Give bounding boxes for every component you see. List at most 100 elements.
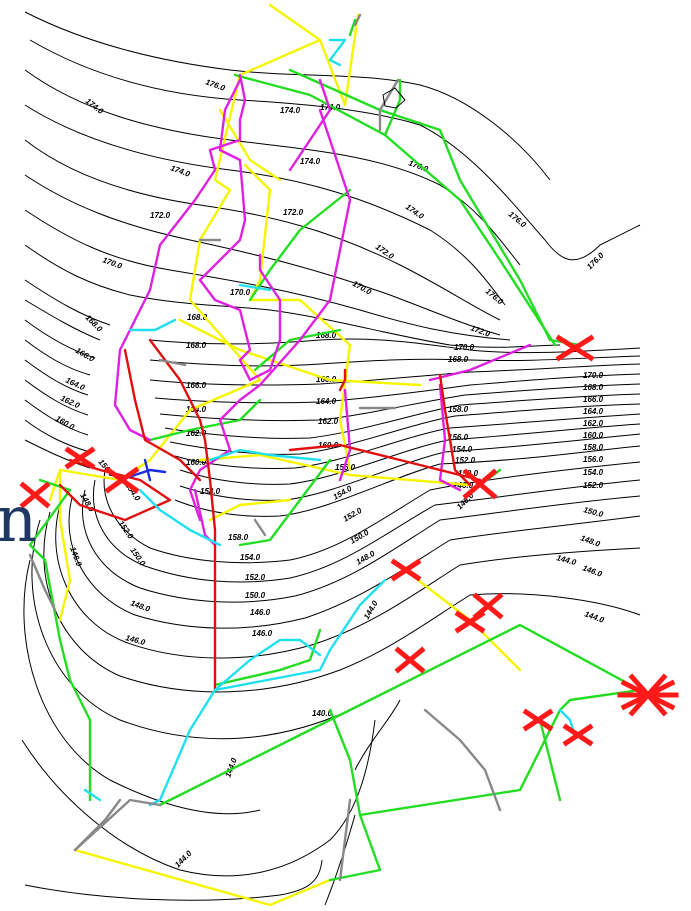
contour-label: 164.0 (583, 407, 604, 416)
contour-line (93, 479, 641, 583)
marker-x (64, 446, 96, 470)
contour-line (324, 814, 356, 906)
route-blue (143, 458, 152, 482)
contour-line (24, 299, 101, 341)
route-gray (28, 553, 57, 612)
contour-label: 158.0 (583, 443, 604, 452)
contour-line (354, 699, 401, 771)
contour-line (43, 511, 641, 693)
contour-line (24, 359, 89, 396)
route-red (148, 338, 217, 692)
route-magenta (288, 78, 332, 172)
contour-label: 140.0 (312, 709, 333, 718)
contour-label: 152.0 (583, 481, 604, 490)
route-gray (378, 78, 400, 132)
contour-label: 154.0 (240, 553, 261, 562)
contour-label: 144.0 (555, 553, 577, 567)
contour-label: 160.0 (583, 431, 604, 440)
contour-line (24, 859, 323, 901)
contour-line (24, 419, 91, 453)
route-red (438, 373, 472, 487)
margin-text-fragment: n (0, 483, 38, 557)
contour-label: 170.0 (454, 343, 475, 352)
contour-label: 174.0 (300, 157, 321, 166)
contour-label: 168.0 (84, 313, 105, 334)
route-yellow (48, 38, 322, 502)
contour-label: 154.0 (452, 445, 473, 454)
contour-line (24, 319, 96, 359)
contour-label: 152.0 (245, 573, 266, 582)
contour-label: 146.0 (581, 563, 603, 578)
marker-x (555, 334, 595, 362)
contour-line (24, 244, 561, 348)
route-red (338, 368, 347, 392)
contour-label: 154.0 (583, 468, 604, 477)
contour-line (159, 383, 641, 422)
route-gray (353, 13, 362, 27)
contour-label: 176.0 (484, 287, 506, 307)
route-cyan (83, 788, 102, 802)
contour-line (24, 174, 501, 336)
contour-label: 162.0 (186, 429, 207, 438)
contour-label: 174.0 (84, 96, 106, 116)
route-green (28, 478, 92, 802)
contour-line (24, 104, 506, 306)
contour-line (24, 139, 501, 321)
route-cyan (213, 638, 322, 692)
contour-lines (21, 11, 641, 906)
route-gray (73, 798, 122, 852)
contour-label: 168.0 (187, 313, 208, 322)
enclosure-shape (382, 87, 406, 109)
route-gray (253, 518, 267, 537)
route-yellow (73, 848, 332, 907)
marker-x-cluster (617, 673, 679, 717)
contour-label: 168.0 (583, 383, 604, 392)
route-green (148, 398, 262, 442)
contour-label: 150.0 (245, 591, 266, 600)
marker-x (522, 708, 554, 732)
contour-label: 168.0 (448, 355, 469, 364)
route-green (248, 188, 352, 302)
contour-label: 170.0 (351, 279, 373, 297)
route-green (383, 133, 557, 347)
contour-label: 144.0 (173, 849, 194, 870)
route-yellow (243, 163, 352, 472)
route-yellow (198, 453, 472, 487)
contour-label: 168.0 (186, 341, 207, 350)
marker-x (454, 610, 486, 634)
marker-x (462, 468, 498, 500)
route-red (288, 443, 482, 482)
contour-label: 150.0 (582, 505, 604, 519)
contour-line (174, 413, 641, 469)
route-cyan (138, 488, 222, 547)
route-red (58, 458, 172, 522)
contour-line (55, 504, 641, 659)
contour-label: 150.0 (349, 528, 371, 546)
contour-label: 156.0 (448, 433, 469, 442)
contour-line (24, 379, 89, 416)
route-cyan (128, 318, 177, 332)
marker-x (104, 466, 140, 494)
contour-line (81, 489, 641, 603)
contour-label: 166.0 (74, 346, 96, 364)
contour-line (149, 355, 641, 367)
route-green (238, 458, 332, 547)
contour-label: 146.0 (252, 629, 273, 638)
route-gray (73, 798, 162, 852)
contour-label: 168.0 (316, 331, 337, 340)
route-cyan (238, 283, 272, 292)
contour-label: 156.0 (583, 455, 604, 464)
contour-line (24, 439, 91, 469)
route-magenta (438, 383, 462, 492)
contour-label: 152.0 (455, 456, 476, 465)
contour-label: 176.0 (585, 251, 606, 272)
route-red (123, 348, 202, 482)
contour-label: 172.0 (283, 208, 304, 217)
route-yellow (58, 468, 72, 622)
route-magenta (113, 73, 247, 442)
contour-label: 152.0 (342, 506, 364, 524)
route-cyan (148, 578, 387, 807)
contour-line (103, 461, 641, 564)
route-magenta (338, 388, 352, 482)
contour-label: 146.0 (68, 546, 83, 568)
